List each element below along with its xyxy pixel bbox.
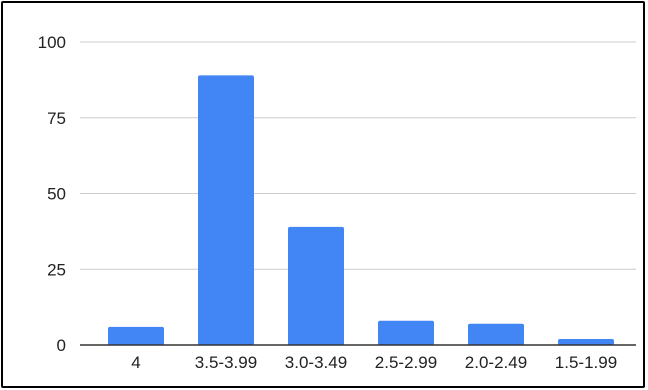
y-axis-ticks: 0 25 50 75 100 bbox=[38, 33, 66, 355]
bar-2.0-2.49 bbox=[468, 323, 524, 345]
x-tick-label: 2.5-2.99 bbox=[375, 353, 437, 372]
bar-3.0-3.49 bbox=[288, 226, 344, 345]
x-tick-label: 3.0-3.49 bbox=[285, 353, 347, 372]
x-tick-label: 2.0-2.49 bbox=[465, 353, 527, 372]
bar-4 bbox=[108, 326, 164, 345]
y-tick-label: 0 bbox=[57, 336, 66, 355]
bar-2.5-2.99 bbox=[378, 320, 434, 345]
x-tick-label: 1.5-1.99 bbox=[555, 353, 617, 372]
bars bbox=[108, 75, 614, 345]
x-axis-ticks: 4 3.5-3.99 3.0-3.49 2.5-2.99 2.0-2.49 1.5-1.9… bbox=[131, 353, 617, 372]
bar-3.5-3.99 bbox=[198, 75, 254, 345]
y-tick-label: 100 bbox=[38, 33, 66, 52]
y-tick-label: 25 bbox=[47, 260, 66, 279]
y-tick-label: 50 bbox=[47, 185, 66, 204]
x-tick-label: 4 bbox=[131, 353, 140, 372]
y-tick-label: 75 bbox=[47, 109, 66, 128]
bar-1.5-1.99 bbox=[558, 338, 614, 345]
x-tick-label: 3.5-3.99 bbox=[195, 353, 257, 372]
gridlines bbox=[80, 41, 636, 270]
